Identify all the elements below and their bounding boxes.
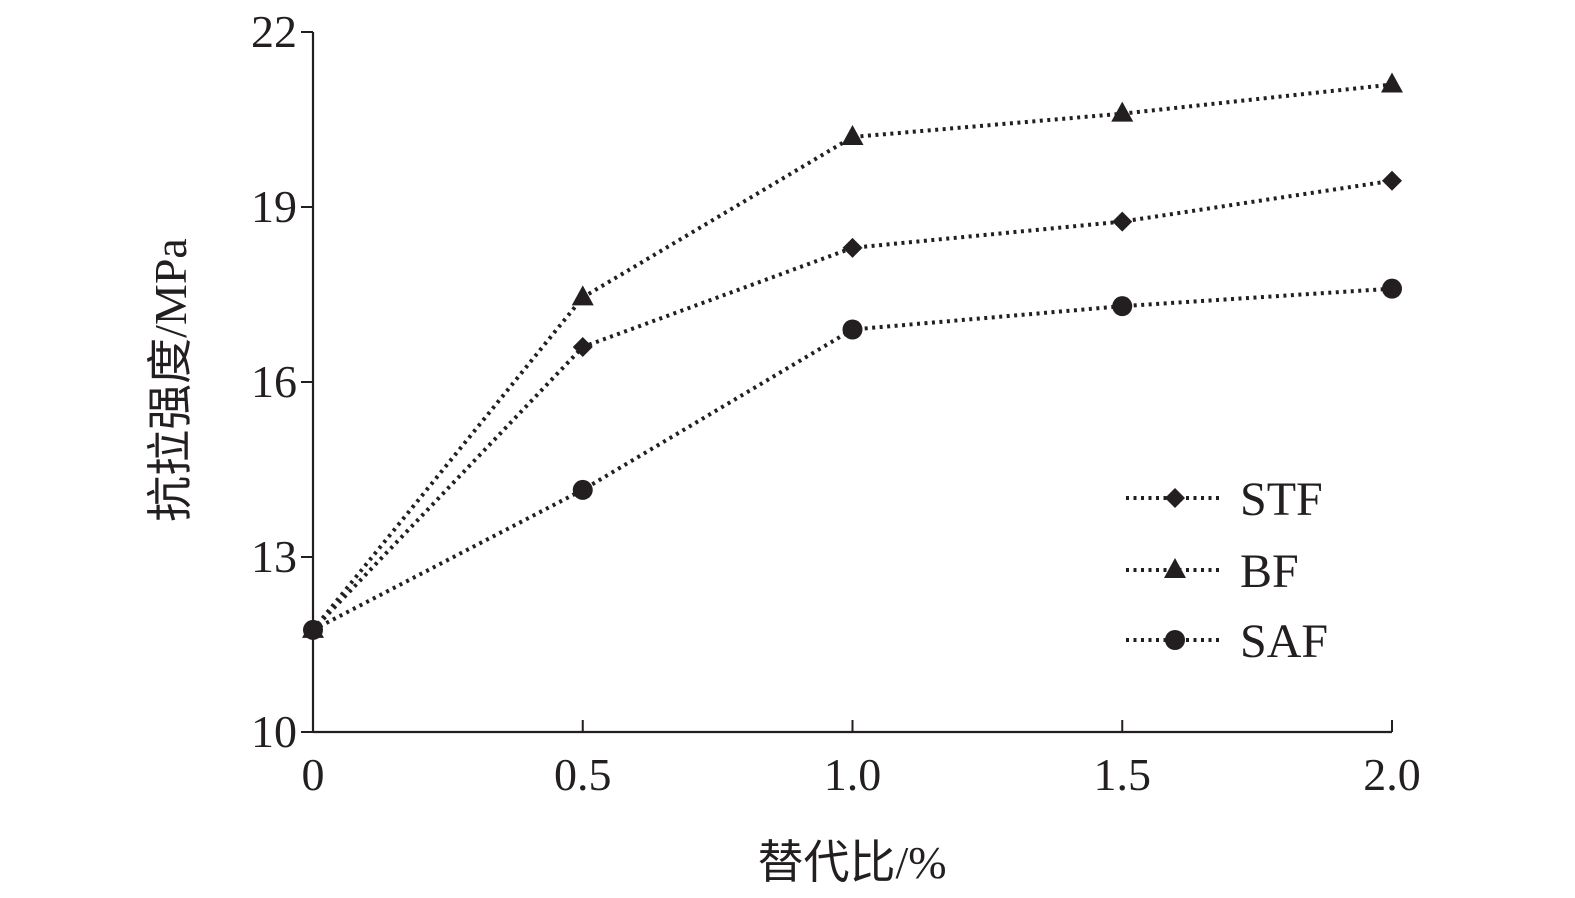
legend-triangle-icon bbox=[1164, 558, 1186, 578]
x-tick-label: 0.5 bbox=[554, 749, 612, 800]
y-axis-title: 抗拉强度/MPa bbox=[145, 238, 196, 522]
legend: STF BF SAF bbox=[1126, 473, 1328, 668]
y-tick-label: 10 bbox=[251, 706, 297, 757]
legend-label-saf: SAF bbox=[1240, 615, 1328, 668]
series-stf bbox=[303, 170, 1402, 640]
data-point-stf bbox=[572, 337, 593, 357]
data-point-bf bbox=[1111, 101, 1134, 122]
data-point-bf bbox=[1381, 72, 1403, 93]
x-tick-label: 0 bbox=[302, 749, 325, 800]
series-line-bf bbox=[311, 82, 1393, 632]
data-point-saf bbox=[303, 619, 323, 640]
series-saf bbox=[303, 278, 1402, 640]
data-point-saf bbox=[842, 319, 863, 340]
x-tick-label: 1.5 bbox=[1094, 749, 1152, 800]
legend-label-bf: BF bbox=[1240, 545, 1299, 598]
legend-item-stf: STF bbox=[1126, 473, 1323, 526]
legend-item-saf: SAF bbox=[1126, 615, 1328, 668]
y-tick-label: 22 bbox=[251, 6, 297, 57]
y-tick-label: 13 bbox=[251, 531, 297, 582]
y-tick-label: 19 bbox=[251, 181, 297, 232]
x-tick-label: 2.0 bbox=[1363, 749, 1421, 800]
legend-item-bf: BF bbox=[1126, 545, 1299, 598]
x-tick-label: 1.0 bbox=[824, 749, 882, 800]
legend-label-stf: STF bbox=[1240, 473, 1323, 526]
data-point-bf bbox=[841, 125, 864, 145]
y-tick-label: 16 bbox=[251, 356, 297, 407]
series-layer bbox=[302, 72, 1403, 640]
data-point-bf bbox=[571, 285, 594, 306]
series-bf bbox=[302, 72, 1403, 638]
legend-diamond-icon bbox=[1165, 488, 1185, 508]
data-point-stf bbox=[842, 237, 863, 258]
x-axis-title: 替代比/% bbox=[757, 837, 946, 888]
legend-circle-icon bbox=[1165, 630, 1185, 650]
data-point-stf bbox=[1382, 170, 1402, 191]
data-point-saf bbox=[572, 479, 593, 500]
x-ticks: 0 0.5 1.0 1.5 2.0 bbox=[302, 720, 1421, 800]
data-point-saf bbox=[1112, 296, 1133, 317]
data-point-stf bbox=[1112, 211, 1133, 232]
y-ticks: 10 13 16 19 22 bbox=[251, 6, 313, 757]
data-point-saf bbox=[1382, 278, 1402, 299]
